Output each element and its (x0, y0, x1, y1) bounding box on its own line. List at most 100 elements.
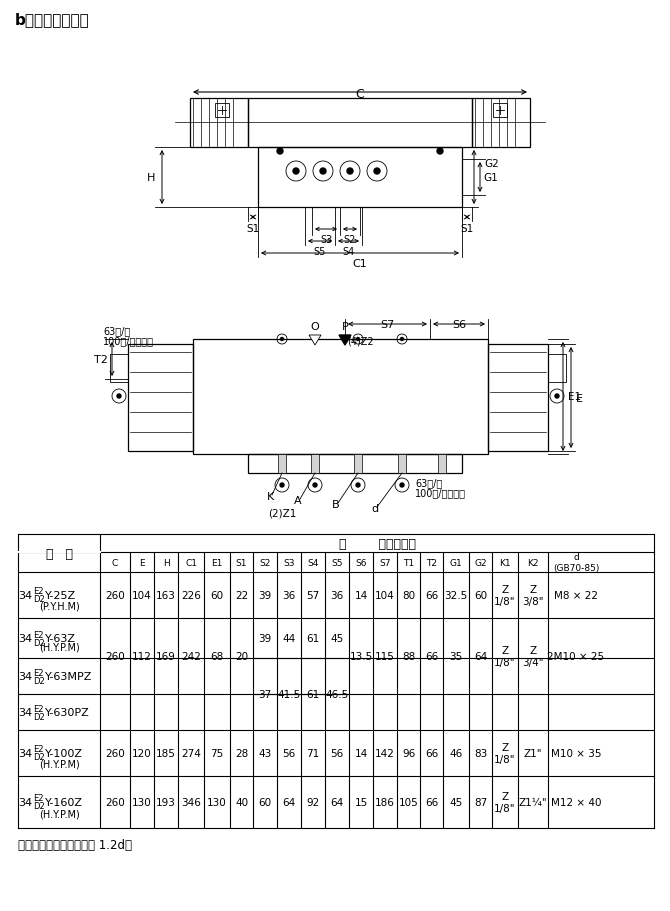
Text: H: H (163, 558, 170, 567)
Text: E2: E2 (33, 703, 44, 712)
Text: d
(GB70-85): d (GB70-85) (553, 553, 599, 572)
Text: 60: 60 (210, 590, 224, 600)
Text: S1: S1 (236, 558, 247, 567)
Text: D2: D2 (33, 802, 45, 811)
Circle shape (356, 338, 360, 341)
Text: 71: 71 (306, 748, 320, 758)
Text: 130: 130 (132, 797, 152, 807)
Text: Z
1/8": Z 1/8" (494, 585, 516, 606)
Text: 46: 46 (450, 748, 462, 758)
Text: 46.5: 46.5 (326, 690, 348, 700)
Text: C: C (356, 87, 364, 101)
Bar (354, 455, 362, 474)
Circle shape (555, 394, 559, 399)
Text: 274: 274 (181, 748, 201, 758)
Text: 34: 34 (18, 748, 32, 758)
Text: 型   號: 型 號 (46, 547, 72, 560)
Text: 100升/分无此孔: 100升/分无此孔 (103, 335, 154, 345)
Circle shape (400, 484, 404, 487)
Text: P: P (342, 322, 348, 332)
Text: T2: T2 (426, 558, 437, 567)
Text: E2: E2 (33, 587, 44, 596)
Text: 37: 37 (259, 690, 271, 700)
Text: 63升/分: 63升/分 (415, 477, 442, 487)
Text: (P.Y.H.M): (P.Y.H.M) (39, 600, 79, 610)
Text: 36: 36 (330, 590, 344, 600)
Text: 43: 43 (259, 748, 271, 758)
Text: Y-63Z: Y-63Z (45, 633, 76, 643)
Text: Z
3/4": Z 3/4" (522, 646, 544, 667)
Circle shape (117, 394, 121, 399)
Circle shape (277, 148, 283, 155)
Text: E2: E2 (33, 668, 44, 677)
Text: 尺        寸（毫米）: 尺 寸（毫米） (338, 537, 415, 550)
Text: 115: 115 (375, 651, 395, 661)
Text: 44: 44 (282, 633, 295, 643)
Text: 41.5: 41.5 (277, 690, 301, 700)
Text: 64: 64 (474, 651, 487, 661)
Text: 34: 34 (18, 707, 32, 717)
Text: D2: D2 (33, 752, 45, 762)
Text: Z1": Z1" (524, 748, 542, 758)
Bar (258, 148, 462, 208)
Text: 163: 163 (156, 590, 176, 600)
Bar (190, 99, 248, 148)
Text: S1: S1 (460, 224, 474, 234)
Text: 226: 226 (181, 590, 201, 600)
Bar (398, 455, 406, 474)
Text: 186: 186 (375, 797, 395, 807)
Text: 105: 105 (399, 797, 418, 807)
Text: G1: G1 (450, 558, 462, 567)
Circle shape (437, 148, 443, 155)
Text: E1: E1 (211, 558, 222, 567)
Text: 注：安装螺钉伸出长度约 1.2d。: 注：安装螺钉伸出长度约 1.2d。 (18, 838, 132, 851)
Text: (H.Y.P.M): (H.Y.P.M) (39, 809, 79, 819)
Bar (311, 455, 319, 474)
Text: 22: 22 (235, 590, 248, 600)
Polygon shape (309, 335, 321, 345)
Text: D2: D2 (33, 676, 45, 685)
Text: 242: 242 (181, 651, 201, 661)
Text: K1: K1 (499, 558, 511, 567)
Bar (488, 344, 548, 452)
Bar (278, 455, 286, 474)
Text: S3: S3 (320, 235, 332, 245)
Text: (H.Y.P.M): (H.Y.P.M) (39, 642, 79, 652)
Text: 96: 96 (402, 748, 415, 758)
Bar (110, 354, 128, 383)
Polygon shape (339, 335, 351, 345)
Text: 75: 75 (210, 748, 224, 758)
Text: 39: 39 (259, 590, 271, 600)
Text: 64: 64 (330, 797, 344, 807)
Text: 87: 87 (474, 797, 487, 807)
Text: C1: C1 (352, 259, 367, 269)
Text: 185: 185 (156, 748, 176, 758)
Text: 260: 260 (105, 590, 125, 600)
Text: 34: 34 (18, 590, 32, 600)
Bar (493, 104, 507, 118)
Bar (438, 455, 446, 474)
Text: 260: 260 (105, 797, 125, 807)
Circle shape (280, 484, 284, 487)
Text: 100升/分无此孔: 100升/分无此孔 (415, 487, 466, 497)
Text: S2: S2 (259, 558, 271, 567)
Text: 36: 36 (282, 590, 295, 600)
Text: 32.5: 32.5 (444, 590, 468, 600)
Text: S3: S3 (283, 558, 295, 567)
Text: D2: D2 (33, 711, 45, 721)
Text: 88: 88 (402, 651, 415, 661)
Text: 15: 15 (354, 797, 368, 807)
Text: Z
3/8": Z 3/8" (522, 585, 544, 606)
Circle shape (347, 169, 353, 175)
Circle shape (320, 169, 326, 175)
Text: b）（三位四位）: b）（三位四位） (15, 12, 90, 27)
Text: E: E (576, 393, 583, 403)
Text: 56: 56 (330, 748, 344, 758)
Text: 35: 35 (450, 651, 462, 661)
Text: E: E (139, 558, 145, 567)
Text: 45: 45 (450, 797, 462, 807)
Circle shape (313, 484, 317, 487)
Text: 60: 60 (474, 590, 487, 600)
Text: 61: 61 (306, 690, 320, 700)
Text: Y-63MPZ: Y-63MPZ (45, 671, 92, 681)
